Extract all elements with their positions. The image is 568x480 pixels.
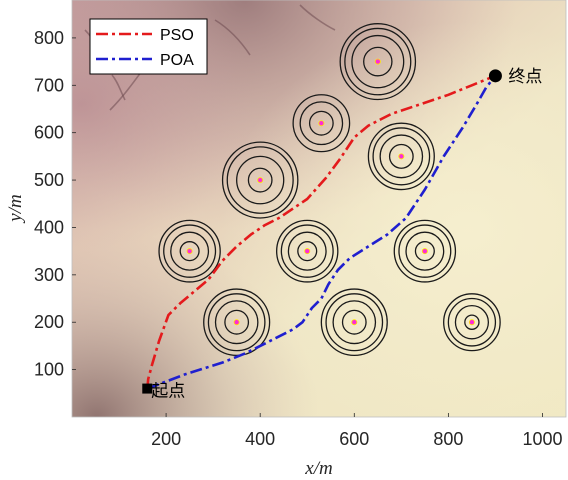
- obstacle-center-point: [351, 319, 358, 326]
- obstacle-ring: [393, 219, 457, 283]
- obstacle-ring: [158, 219, 221, 283]
- obstacle-layer: [158, 23, 501, 357]
- obstacle-10: [443, 293, 501, 352]
- obstacle-ring: [214, 300, 259, 345]
- end-label: 终点: [508, 67, 542, 86]
- start-marker: [142, 383, 153, 394]
- x-tick-label: 200: [151, 429, 181, 449]
- y-tick-label: 300: [34, 265, 64, 285]
- obstacle-ring: [464, 314, 480, 330]
- legend-label-poa: POA: [160, 52, 194, 69]
- obstacle-ring: [341, 309, 367, 335]
- y-axis-label: y/m: [5, 194, 26, 223]
- obstacle-ring: [398, 224, 452, 278]
- y-tick-label: 700: [34, 75, 64, 95]
- obstacle-ring: [443, 293, 501, 352]
- obstacle-4: [221, 141, 299, 219]
- obstacle-ring: [320, 288, 388, 357]
- obstacle-ring: [344, 27, 412, 96]
- obstacle-center-point: [233, 319, 240, 326]
- obstacle-ring: [276, 219, 339, 283]
- obstacle-ring: [332, 300, 377, 345]
- obstacle-ring: [236, 155, 285, 205]
- x-tick-label: 800: [433, 429, 463, 449]
- obstacle-ring: [292, 94, 351, 153]
- obstacle-8: [203, 288, 271, 357]
- plot-area: [72, 0, 566, 417]
- obstacle-center-point: [468, 319, 475, 326]
- y-tick-label: 800: [34, 28, 64, 48]
- legend: PSO POA: [89, 18, 208, 75]
- obstacle-ring: [405, 231, 445, 271]
- x-axis-label: x/m: [304, 458, 332, 479]
- obstacle-ring: [221, 141, 299, 219]
- obstacle-9: [320, 288, 388, 357]
- obstacle-ring: [170, 231, 210, 271]
- x-tick-label: 600: [339, 429, 369, 449]
- obstacle-ring: [163, 224, 217, 278]
- obstacle-ring: [325, 293, 384, 352]
- obstacle-2: [292, 94, 351, 153]
- y-tick-label: 400: [34, 217, 64, 237]
- obstacle-ring: [447, 297, 497, 347]
- legend-label-pso: PSO: [160, 27, 194, 44]
- obstacle-ring: [299, 101, 344, 146]
- y-tick-label: 600: [34, 123, 64, 143]
- obstacle-ring: [226, 146, 294, 214]
- x-tick-label: 1000: [522, 429, 562, 449]
- end-marker: [488, 69, 502, 83]
- y-tick-label: 100: [34, 360, 64, 380]
- obstacle-ring: [379, 134, 424, 179]
- obstacle-7: [393, 219, 457, 283]
- obstacle-center-point: [421, 248, 428, 255]
- obstacle-ring: [363, 46, 393, 77]
- obstacle-center-point: [186, 248, 193, 255]
- obstacle-center-point: [304, 248, 311, 255]
- obstacle-ring: [308, 110, 334, 136]
- obstacle-3: [367, 122, 435, 191]
- legend-box: [89, 18, 208, 75]
- y-tick-label: 500: [34, 170, 64, 190]
- y-axis-ticks: 100 200 300 400 500 600 700 800: [34, 28, 76, 380]
- obstacle-ring: [224, 309, 250, 335]
- series-line-pso: [146, 74, 496, 389]
- obstacle-ring: [297, 241, 318, 262]
- series-line-poa: [146, 74, 497, 390]
- obstacle-ring: [287, 231, 327, 271]
- x-tick-label: 400: [245, 429, 275, 449]
- obstacle-ring: [372, 127, 431, 186]
- obstacle-ring: [388, 143, 414, 169]
- obstacle-ring: [280, 224, 334, 278]
- x-axis-ticks: 200 400 600 800 1000: [151, 413, 562, 449]
- obstacle-ring: [247, 167, 273, 193]
- obstacle-ring: [339, 23, 417, 101]
- obstacle-center-point: [318, 120, 325, 127]
- path-layer: [146, 74, 497, 390]
- obstacle-6: [276, 219, 339, 283]
- obstacle-center-point: [257, 177, 264, 184]
- obstacle-1: [339, 23, 417, 101]
- obstacle-center-point: [398, 153, 405, 160]
- obstacle-ring: [203, 288, 271, 357]
- obstacle-ring: [367, 122, 435, 191]
- obstacle-ring: [207, 293, 266, 352]
- obstacle-ring: [414, 241, 435, 262]
- plot-frame: [71, 0, 567, 418]
- start-label: 起点: [151, 382, 185, 401]
- obstacle-ring: [179, 241, 200, 262]
- y-tick-label: 200: [34, 312, 64, 332]
- obstacle-5: [158, 219, 221, 283]
- obstacle-center-point: [374, 58, 381, 65]
- obstacle-ring: [351, 34, 405, 89]
- marker-layer: 起点 终点: [142, 67, 542, 401]
- obstacle-ring: [454, 304, 490, 340]
